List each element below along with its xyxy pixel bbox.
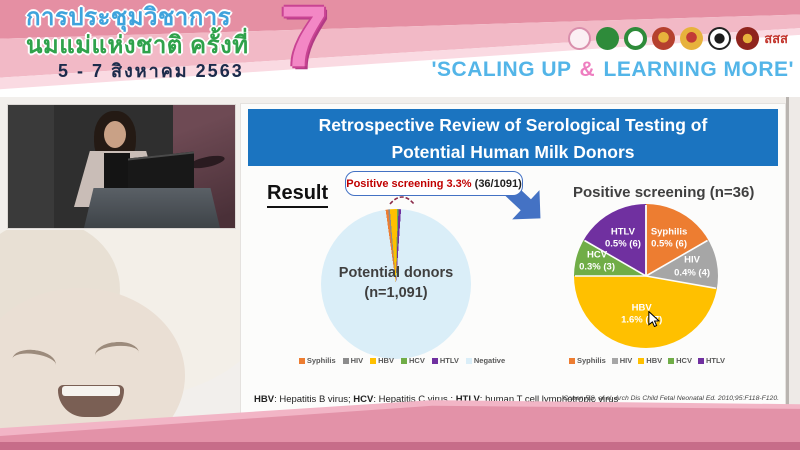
physicians-college-logo-icon (708, 27, 732, 50)
callout-highlight: Positive screening 3.3% (346, 177, 472, 190)
legend-swatch-hiv (611, 357, 618, 364)
citation: Cohen RS, et al. Arch Dis Child Fetal Ne… (563, 395, 779, 402)
slide-title-line2: Potential Human Milk Donors (391, 142, 635, 163)
legend-item: HCV (668, 356, 692, 365)
mother-child-logo-icon (568, 27, 592, 50)
pie-center-label-line1: Potential donors (338, 265, 454, 281)
legend-swatch-htlv (431, 357, 438, 364)
legend-label: HCV (408, 356, 425, 365)
right-edge-strip (789, 97, 800, 419)
royal-college-logo-icon (680, 27, 704, 50)
legend-item: Syphilis (569, 356, 606, 365)
bottom-band-dark-edge (0, 442, 800, 450)
callout-detail: (36/1091) (471, 177, 522, 190)
legend-item: HCV (400, 356, 425, 365)
legend-item: HIV (342, 356, 364, 365)
conference-dates: 5 - 7 สิงหาคม 2563 (58, 60, 244, 81)
edition-number: 7 (280, 0, 328, 85)
legend-label: HTLV (439, 356, 459, 365)
right-edge-line (786, 97, 789, 419)
legend-label: HCV (676, 356, 692, 365)
legend-item: Negative (465, 356, 506, 365)
left-pie-legend: Syphilis HIV HBV HCV HTLV Negative (249, 356, 555, 365)
stage-backdrop (8, 105, 54, 228)
legend-label: Syphilis (577, 356, 606, 365)
presenter-shirt (104, 153, 130, 191)
presenter-video (8, 105, 235, 228)
conference-title-line1: การประชุมวิชาการ (26, 4, 232, 31)
legend-swatch-syphilis (298, 357, 305, 364)
positive-screening-title: Positive screening (n=36) (573, 184, 755, 201)
medical-association-logo-icon (624, 27, 648, 50)
right-pie-legend: Syphilis HIV HBV HCV HTLV (563, 356, 731, 365)
slide-title: Retrospective Review of Serological Test… (248, 109, 778, 166)
positive-screening-pie: Syphilis 0.5% (6) HIV 0.4% (4) HBV 1.6% (17… (574, 204, 718, 348)
slogan-ampersand: & (579, 58, 596, 81)
thaihealth-logo: สสส (764, 31, 788, 46)
conference-title: การประชุมวิชาการ นมแม่แห่งชาติ ครั้งที่ … (26, 4, 249, 82)
red-crest-logo-icon (736, 27, 760, 50)
health-ministry-logo-icon (596, 27, 620, 50)
legend-item: HBV (638, 356, 662, 365)
legend-swatch-hcv (668, 357, 675, 364)
legend-item: Syphilis (298, 356, 336, 365)
legend-label: HIV (619, 356, 633, 365)
legend-swatch-hbv (638, 357, 645, 364)
legend-label: HIV (350, 356, 364, 365)
legend-swatch-negative (465, 357, 472, 364)
baby-teeth (62, 386, 120, 396)
baby-photo (0, 230, 242, 445)
legend-label: Syphilis (306, 356, 336, 365)
sponsor-logos-row: สสส (568, 27, 788, 50)
potential-donors-pie (321, 209, 471, 359)
legend-label: HBV (646, 356, 663, 365)
legend-swatch-hiv (342, 357, 349, 364)
slice-label-hiv: HIV 0.4% (4) (674, 255, 711, 279)
slide-title-line1: Retrospective Review of Serological Test… (318, 115, 708, 135)
legend-swatch-hbv (370, 357, 377, 364)
abbreviation-footnote: HBV: Hepatitis B virus; HCV: Hepatitis C… (254, 394, 619, 405)
screening-callout: Positive screening 3.3% (36/1091) (345, 171, 523, 196)
legend-label: HBV (378, 356, 394, 365)
legend-item: HTLV (697, 356, 725, 365)
slice-label-hcv: HCV 0.3% (3) (579, 249, 615, 273)
slice-label-syphilis: Syphilis 0.5% (6) (650, 226, 688, 250)
legend-label: HTLV (705, 356, 725, 365)
legend-item: HTLV (431, 356, 459, 365)
pie-center-label-line2: (n=1,091) (364, 284, 428, 301)
conference-title-line2: นมแม่แห่งชาติ ครั้งที่ (26, 32, 249, 60)
presenter-face (104, 121, 126, 148)
slogan-prefix: 'SCALING UP (431, 58, 578, 81)
legend-swatch-hcv (400, 357, 407, 364)
pie-slice-separators (575, 205, 717, 290)
podium (84, 188, 220, 228)
legend-label: Negative (473, 356, 506, 365)
royal-emblem-logo-icon (652, 27, 676, 50)
legend-item: HBV (370, 356, 394, 365)
callout-pointer-icon (389, 196, 415, 205)
slogan-suffix: LEARNING MORE' (597, 58, 794, 81)
pie-center-label: Potential donors (n=1,091) (321, 209, 471, 303)
result-heading: Result (267, 182, 329, 208)
mouse-cursor-icon (648, 311, 660, 327)
conference-slogan: 'SCALING UP & LEARNING MORE' (432, 58, 794, 82)
slice-label-htlv: HTLV 0.5% (6) (605, 226, 641, 250)
legend-swatch-syphilis (569, 357, 575, 364)
legend-swatch-htlv (697, 357, 704, 364)
legend-item: HIV (611, 356, 633, 365)
header-banner: การประชุมวิชาการ นมแม่แห่งชาติ ครั้งที่ … (0, 0, 800, 97)
slide-panel: Retrospective Review of Serological Test… (240, 103, 786, 418)
slice-label-hbv: HBV 1.6% (17) (621, 302, 663, 326)
